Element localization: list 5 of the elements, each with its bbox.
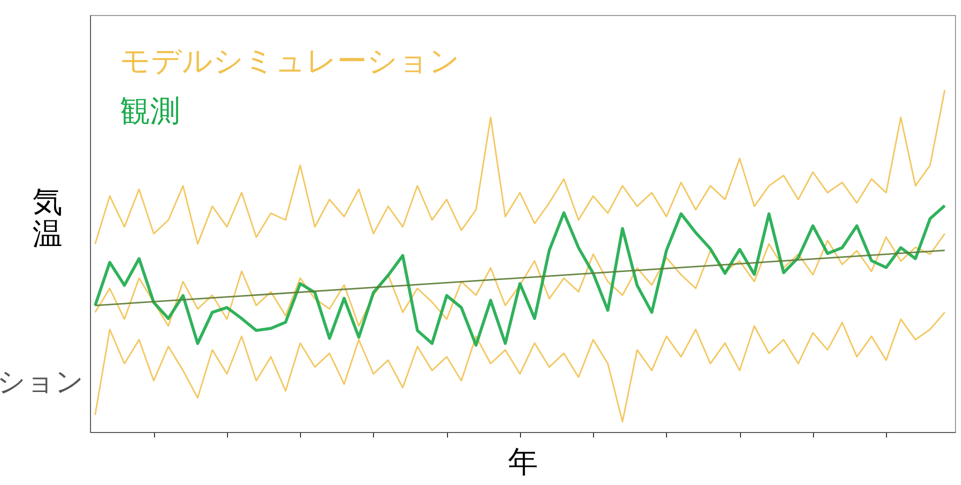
text: 観測 <box>120 94 180 129</box>
y-axis-title: 気温 <box>32 185 62 252</box>
series-label: モデルシミュレーション <box>120 44 460 79</box>
x-axis-title: 年 <box>508 445 538 480</box>
text: ション <box>0 365 84 398</box>
